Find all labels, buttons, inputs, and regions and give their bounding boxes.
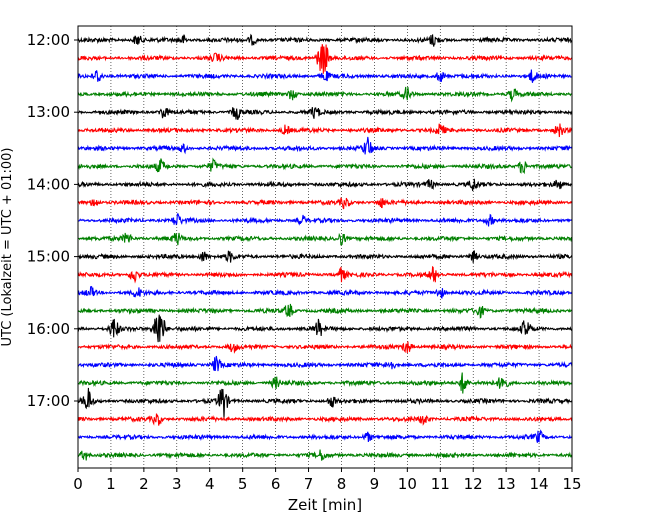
trace-row [77,197,573,210]
x-tick-label: 1 [106,475,116,493]
trace-row [77,413,573,426]
trace-row [77,341,573,354]
x-tick-label: 7 [304,475,314,493]
trace-row [77,136,573,155]
trace-row [77,429,573,443]
x-tick-label: 14 [530,475,549,493]
x-tick-label: 3 [172,475,182,493]
trace-row [77,178,573,191]
trace-row [77,314,573,343]
trace-row [77,387,573,419]
trace-row [77,250,573,263]
y-tick-label: 17:00 [27,392,70,410]
trace-row [77,265,573,284]
x-tick-label: 2 [139,475,149,493]
y-axis-label: UTC (Lokalzeit = UTC + 01:00) [0,148,15,347]
trace-row [77,44,573,74]
trace-row [77,372,573,394]
y-tick-label: 14:00 [27,175,70,193]
x-axis-label: Zeit [min] [288,496,362,514]
trace-row [77,303,573,319]
trace-row [77,86,573,103]
x-tick-label: 5 [238,475,248,493]
y-tick-label: 13:00 [27,103,70,121]
plot-frame [77,25,573,469]
trace-row [77,69,573,83]
x-tick-label: 12 [464,475,483,493]
traces [77,33,573,461]
trace-row [77,232,573,246]
y-tick-label: 12:00 [27,31,70,49]
x-tick-label: 9 [370,475,380,493]
trace-row [77,355,573,372]
x-tick-label: 4 [205,475,215,493]
trace-row [77,123,573,138]
trace-row [77,449,573,461]
y-axis-ticks: 12:00 13:00 14:00 15:00 16:00 17:00 [27,31,78,410]
trace-row [77,157,573,175]
x-axis-ticks: 0 1 2 3 4 5 6 7 8 9 10 11 12 13 14 15 [73,468,582,493]
x-tick-label: 13 [497,475,516,493]
x-tick-label: 0 [73,475,83,493]
y-tick-label: 16:00 [27,320,70,338]
x-tick-label: 6 [271,475,281,493]
trace-row [77,212,573,227]
x-tick-label: 10 [398,475,417,493]
trace-row [77,33,573,47]
x-tick-label: 11 [431,475,450,493]
trace-row [77,285,573,299]
y-tick-label: 15:00 [27,248,70,266]
plot-background [78,26,572,468]
x-tick-label: 8 [337,475,347,493]
x-tick-label: 15 [562,475,581,493]
trace-row [77,107,573,120]
